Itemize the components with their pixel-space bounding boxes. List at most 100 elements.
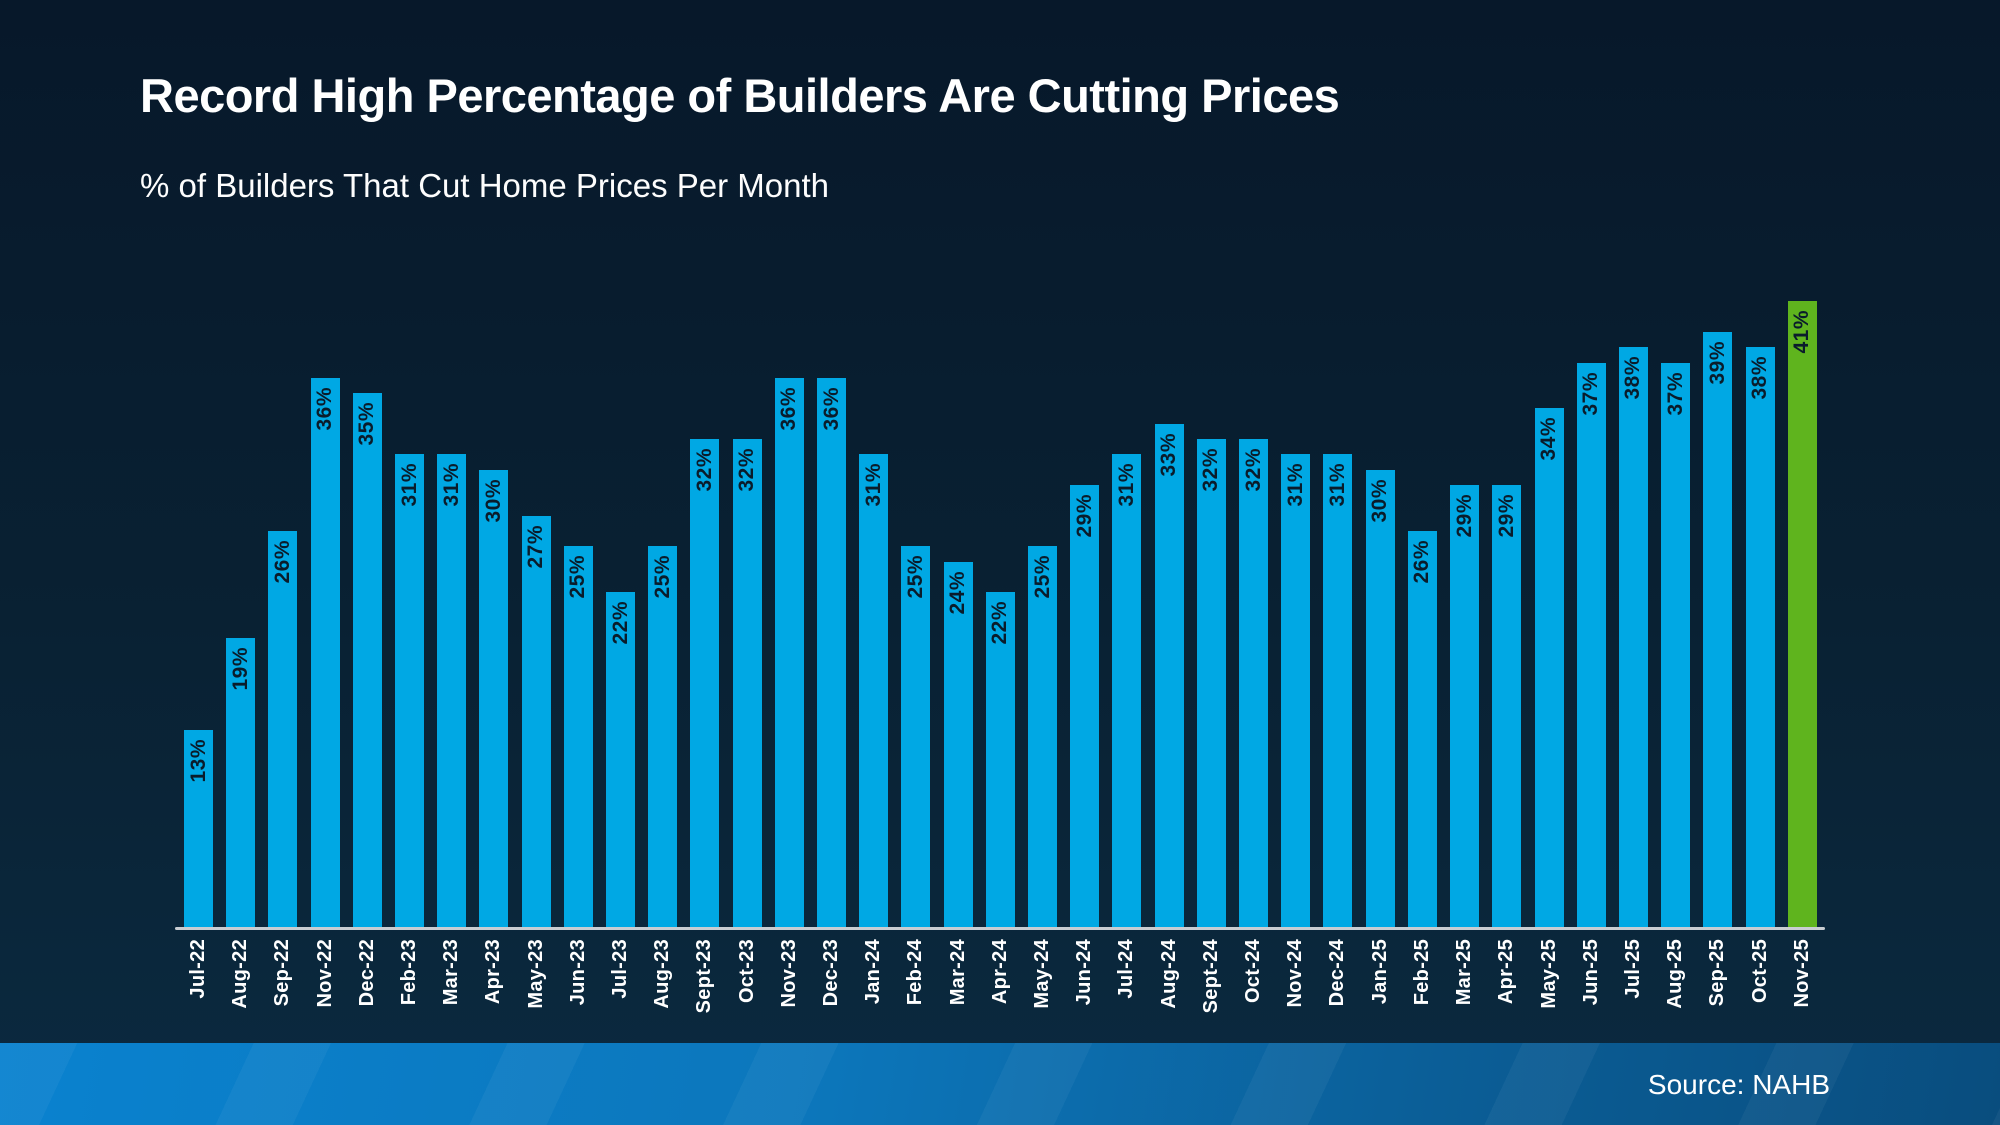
x-axis-label-cell: May-24 <box>1028 939 1057 1009</box>
x-axis-label: Oct-23 <box>735 939 758 1004</box>
x-axis-labels: Jul-22 Aug-22 Sep-22 Nov-22 Dec-22 Feb-23 Mar-… <box>184 939 1817 1013</box>
bar-jul-22: 13% <box>184 729 213 929</box>
bar-value-label: 38% <box>1748 356 1772 400</box>
bar-aug-23: 25% <box>648 546 678 929</box>
x-axis-label: Apr-23 <box>482 939 505 1005</box>
source-attribution: Source: NAHB <box>1647 1069 1830 1100</box>
bar-value-label: 22% <box>988 601 1012 645</box>
x-axis-label: May-25 <box>1537 939 1560 1009</box>
x-axis-label-cell: Jul-23 <box>606 939 635 999</box>
bar-value-label: 31% <box>1325 463 1349 507</box>
bar-value-label: 22% <box>608 601 632 645</box>
x-axis-label-cell: Mar-23 <box>437 939 466 1005</box>
bar-feb-24: 25% <box>901 546 931 929</box>
x-axis-label: Jul-24 <box>1115 939 1138 999</box>
x-axis-label-cell: Apr-23 <box>479 939 508 1004</box>
bar-sept-23: 32% <box>690 439 720 929</box>
x-axis-label: Jan-25 <box>1368 939 1391 1005</box>
x-axis-label-cell: Sept-23 <box>690 939 719 1013</box>
x-axis-label: Feb-25 <box>1410 939 1433 1006</box>
x-axis-label: Oct-24 <box>1242 939 1265 1004</box>
x-axis-label-cell: Apr-24 <box>986 939 1015 1004</box>
x-axis-label: Jun-23 <box>566 939 589 1006</box>
x-axis-label: Jun-24 <box>1073 939 1096 1006</box>
bar-mar-24: 24% <box>943 561 973 929</box>
x-axis-label: May-23 <box>524 939 547 1009</box>
x-axis-label: Dec-24 <box>1326 939 1349 1007</box>
bar-feb-23: 31% <box>395 454 425 929</box>
bar-jun-23: 25% <box>563 546 593 929</box>
bar-oct-23: 32% <box>732 439 762 929</box>
x-axis-label-cell: Mar-25 <box>1450 939 1479 1005</box>
x-axis-label-cell: Jan-24 <box>859 939 888 1004</box>
bar-value-label: 30% <box>1368 478 1392 523</box>
bar-value-label: 26% <box>270 539 294 584</box>
bar-value-label: 32% <box>692 448 716 492</box>
bar-aug-25: 37% <box>1661 362 1691 929</box>
x-axis-label-cell: Nov-22 <box>311 939 340 1008</box>
x-axis-label-cell: Sept-24 <box>1197 939 1226 1013</box>
bar-jun-25: 37% <box>1576 362 1606 929</box>
x-axis-label-cell: Aug-24 <box>1155 939 1184 1009</box>
x-axis-label-cell: Nov-24 <box>1281 939 1310 1008</box>
bar-aug-24: 33% <box>1154 423 1184 929</box>
x-axis-label-cell: Oct-25 <box>1746 939 1775 1003</box>
x-axis-label-cell: Aug-25 <box>1661 939 1690 1009</box>
bar-value-label: 31% <box>861 463 885 507</box>
x-axis-label-cell: Sep-22 <box>268 939 297 1006</box>
x-axis-label: Sep-22 <box>271 939 294 1007</box>
x-axis-label-cell: Nov-23 <box>775 939 804 1008</box>
bar-chart-plot-area: 13% 19% 26% 36% 35% 31% 31% 30% 27% 25% 22% 25% 32% 3… <box>184 240 1817 929</box>
x-axis-label-cell: Mar-24 <box>944 939 973 1005</box>
x-axis-label: Aug-23 <box>651 939 674 1009</box>
x-axis-line <box>175 927 1825 930</box>
bar-value-label: 32% <box>735 448 759 492</box>
bar-may-23: 27% <box>521 515 551 929</box>
bar-value-label: 31% <box>439 463 463 507</box>
x-axis-label-cell: Aug-22 <box>226 939 255 1009</box>
x-axis-label-cell: Jul-22 <box>184 939 213 999</box>
chart-title: Record High Percentage of Builders Are C… <box>140 69 1340 122</box>
bar-value-label: 41% <box>1790 310 1814 354</box>
bar-value-label: 27% <box>524 524 548 569</box>
x-axis-label: Dec-22 <box>355 939 378 1007</box>
x-axis-label: Mar-23 <box>440 939 463 1006</box>
bar-jul-24: 31% <box>1112 454 1142 929</box>
bar-feb-25: 26% <box>1407 530 1437 929</box>
bar-value-label: 38% <box>1621 356 1645 400</box>
bar-value-label: 31% <box>1283 463 1307 507</box>
bar-apr-24: 22% <box>985 592 1015 929</box>
bar-value-label: 36% <box>819 386 843 431</box>
x-axis-label: Feb-24 <box>904 939 927 1006</box>
x-axis-label: Jan-24 <box>862 939 885 1005</box>
x-axis-label-cell: May-23 <box>522 939 551 1009</box>
x-axis-label-cell: Jan-25 <box>1366 939 1395 1004</box>
bar-value-label: 32% <box>1241 448 1265 492</box>
bar-jan-25: 30% <box>1365 469 1395 929</box>
bar-value-label: 30% <box>481 478 505 523</box>
bar-value-label: 35% <box>355 402 379 446</box>
bar-aug-22: 19% <box>226 638 256 929</box>
x-axis-label: Apr-24 <box>988 939 1011 1005</box>
bar-value-label: 31% <box>1114 463 1138 507</box>
bar-sept-24: 32% <box>1196 439 1226 929</box>
x-axis-label: Sept-24 <box>1199 939 1222 1014</box>
x-axis-label: Dec-23 <box>820 939 843 1007</box>
bar-nov-25: 41% <box>1787 301 1817 929</box>
bar-jun-24: 29% <box>1070 484 1100 929</box>
bar-nov-24: 31% <box>1281 454 1311 929</box>
bar-value-label: 19% <box>228 647 252 691</box>
bar-sep-22: 26% <box>268 530 298 929</box>
bar-mar-23: 31% <box>437 454 467 929</box>
bar-may-25: 34% <box>1534 408 1564 929</box>
x-axis-label-cell: Jul-24 <box>1112 939 1141 999</box>
chart-subtitle: % of Builders That Cut Home Prices Per M… <box>140 167 830 204</box>
x-axis-label-cell: Sep-25 <box>1703 939 1732 1006</box>
bar-value-label: 37% <box>1579 371 1603 416</box>
x-axis-label: Jul-25 <box>1621 939 1644 999</box>
x-axis-label-cell: Feb-24 <box>901 939 930 1005</box>
x-axis-label-cell: Jun-25 <box>1577 939 1606 1005</box>
bar-value-label: 31% <box>397 463 421 507</box>
bar-nov-22: 36% <box>310 377 340 929</box>
